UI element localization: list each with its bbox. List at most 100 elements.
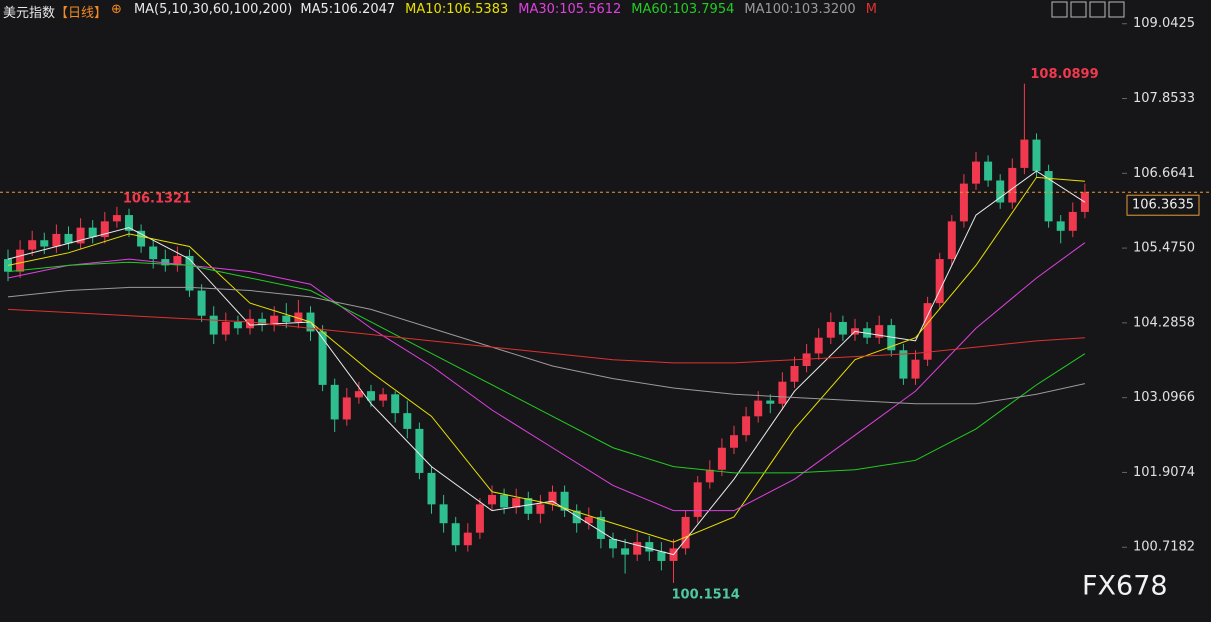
- y-tick-label: 104.2858: [1133, 315, 1195, 330]
- watermark: FX678: [1082, 571, 1168, 602]
- candle-body: [282, 315, 291, 322]
- candle-body: [379, 394, 388, 401]
- candle-body: [899, 350, 908, 379]
- toolbar: [1051, 1, 1125, 18]
- candle-body: [100, 221, 109, 238]
- price-label: 106.3635: [1132, 198, 1194, 213]
- candle-body: [185, 255, 194, 291]
- legend-entry: MA10:106.5383: [405, 2, 509, 17]
- candle-body: [246, 318, 254, 329]
- candle-body: [258, 318, 267, 326]
- candle-body: [330, 384, 339, 420]
- candle-body: [137, 230, 146, 247]
- price-box: [1126, 194, 1200, 216]
- candle-body: [536, 504, 545, 514]
- candle-body: [76, 227, 85, 244]
- candle-body: [500, 494, 509, 508]
- moving-average: [7, 286, 1086, 405]
- candles: [4, 83, 1089, 583]
- candle-body: [633, 542, 642, 555]
- local-high-annotation: 106.1321: [123, 191, 191, 206]
- candle-body: [814, 337, 823, 354]
- y-tick-label: 109.0425: [1133, 16, 1195, 31]
- candle-body: [754, 400, 763, 417]
- tool-button[interactable]: [1089, 1, 1106, 18]
- candle-body: [972, 161, 980, 184]
- candle-body: [173, 255, 182, 266]
- tool-button[interactable]: [1070, 1, 1087, 18]
- candle-body: [621, 548, 630, 555]
- candle-body: [40, 240, 49, 247]
- candle-body: [318, 331, 327, 385]
- candle-body: [572, 510, 581, 524]
- candle-body: [415, 428, 424, 473]
- candle-body: [233, 321, 242, 329]
- candle-body: [1020, 139, 1029, 168]
- candle-body: [88, 227, 97, 238]
- candle-body: [875, 325, 884, 338]
- candle-body: [512, 498, 521, 508]
- candle-body: [1056, 221, 1065, 231]
- candle-body: [730, 435, 738, 448]
- legend-entry: MA5:106.2047: [300, 2, 396, 17]
- candle-body: [1032, 139, 1041, 172]
- candle-body: [112, 215, 121, 222]
- candle-body: [681, 516, 690, 549]
- candle-body: [657, 551, 666, 561]
- candle-body: [935, 259, 944, 304]
- candle-body: [742, 416, 751, 436]
- candle-body: [16, 249, 25, 272]
- candle-body: [403, 413, 412, 429]
- legend-entry: MA100:103.3200: [744, 2, 856, 17]
- low-annotation: 100.1514: [672, 587, 740, 602]
- legend-entry: MA60:103.7954: [631, 2, 735, 17]
- moving-average: [7, 176, 1085, 543]
- candle-body: [197, 290, 206, 316]
- indicator: MA(5,10,30,60,100,200): [133, 2, 293, 17]
- candle-body: [959, 183, 968, 222]
- moving-average: [7, 242, 1086, 512]
- y-tick-label: 105.4750: [1133, 241, 1195, 256]
- moving-average: [7, 261, 1086, 474]
- candle-body: [609, 538, 617, 549]
- candle-body: [342, 397, 351, 420]
- add-icon[interactable]: ⊕: [111, 2, 122, 17]
- candle-body: [427, 472, 436, 505]
- candle-body: [802, 353, 811, 366]
- y-tick-label: 103.0966: [1133, 390, 1195, 405]
- legend-entry: MA30:105.5612: [518, 2, 622, 17]
- candle-body: [209, 315, 218, 335]
- candle-body: [548, 491, 557, 505]
- candle-body: [984, 161, 993, 181]
- candle-body: [947, 221, 956, 260]
- y-tick-label: 101.9074: [1133, 465, 1195, 480]
- candle-body: [911, 359, 920, 379]
- candle-body: [923, 303, 932, 360]
- candle-body: [645, 542, 654, 552]
- candle-body: [439, 504, 448, 524]
- candle-body: [125, 215, 133, 231]
- candle-body: [996, 180, 1005, 203]
- tool-button[interactable]: [1108, 1, 1125, 18]
- candle-body: [1008, 167, 1017, 203]
- candle-body: [596, 516, 605, 539]
- candle-body: [149, 246, 158, 260]
- title: 美元指数: [3, 6, 56, 21]
- candle-body: [221, 321, 230, 335]
- tool-button[interactable]: [1051, 1, 1068, 18]
- candle-body: [1068, 211, 1077, 231]
- candle-body: [488, 494, 496, 505]
- candle-body: [64, 233, 73, 244]
- candle-body: [790, 366, 799, 382]
- y-tick-label: 107.8533: [1133, 91, 1195, 106]
- candle-body: [524, 498, 533, 514]
- candle-body: [52, 233, 61, 247]
- moving-average: [7, 170, 1086, 556]
- period[interactable]: 【日线】: [55, 6, 108, 21]
- candle-body: [838, 321, 847, 335]
- candle-body: [584, 516, 593, 524]
- candle-body: [887, 325, 896, 351]
- candle-body: [391, 394, 400, 414]
